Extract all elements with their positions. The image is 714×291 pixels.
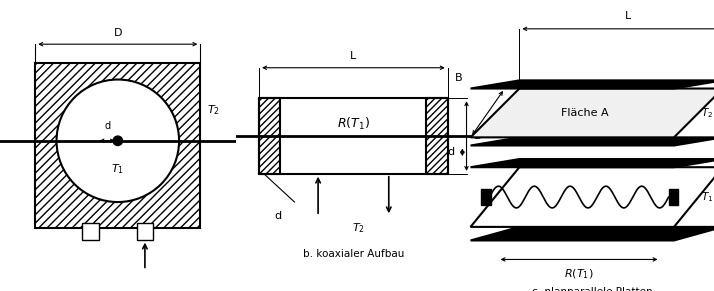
Bar bbox=[426, 98, 448, 174]
Circle shape bbox=[113, 136, 123, 146]
Bar bbox=[481, 189, 491, 205]
Text: L: L bbox=[351, 51, 356, 61]
Polygon shape bbox=[471, 167, 714, 227]
Text: D: D bbox=[473, 131, 482, 141]
Text: D: D bbox=[114, 28, 122, 38]
Text: $T_2$: $T_2$ bbox=[701, 106, 713, 120]
Bar bbox=[426, 98, 448, 174]
Bar bbox=[259, 98, 448, 174]
Text: d: d bbox=[447, 147, 454, 157]
Bar bbox=[136, 223, 154, 240]
Text: c. planparallele Platten: c. planparallele Platten bbox=[533, 287, 653, 291]
Text: B: B bbox=[455, 73, 463, 83]
Text: Fläche A: Fläche A bbox=[561, 108, 609, 118]
Circle shape bbox=[56, 79, 179, 202]
Bar bbox=[36, 63, 200, 228]
Text: $T_1$: $T_1$ bbox=[111, 162, 124, 176]
Text: L: L bbox=[625, 11, 631, 21]
Polygon shape bbox=[471, 80, 714, 88]
Text: d: d bbox=[104, 121, 110, 131]
Text: $R(T_1)$: $R(T_1)$ bbox=[337, 116, 370, 132]
Polygon shape bbox=[471, 88, 714, 137]
Bar bbox=[259, 98, 281, 174]
Text: $T_1$: $T_1$ bbox=[701, 190, 713, 204]
Bar bbox=[259, 98, 281, 174]
Polygon shape bbox=[471, 137, 714, 146]
Bar bbox=[83, 223, 99, 240]
Bar bbox=[668, 189, 678, 205]
Text: d: d bbox=[274, 211, 281, 221]
Text: $R(T_1)$: $R(T_1)$ bbox=[564, 268, 594, 281]
Text: b. koaxialer Aufbau: b. koaxialer Aufbau bbox=[303, 249, 404, 259]
Text: $T_2$: $T_2$ bbox=[352, 221, 365, 235]
Text: $T_2$: $T_2$ bbox=[207, 103, 221, 117]
Polygon shape bbox=[471, 227, 714, 240]
Polygon shape bbox=[471, 159, 714, 167]
